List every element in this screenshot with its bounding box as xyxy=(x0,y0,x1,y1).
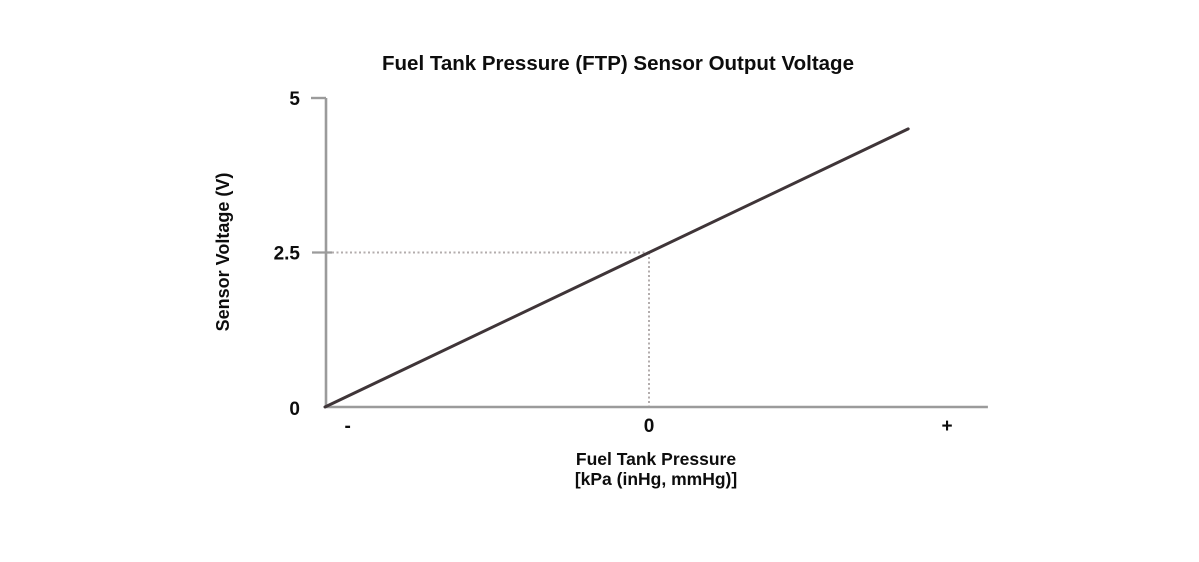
x-tick-label-zero: 0 xyxy=(644,416,655,437)
x-tick-label-plus: + xyxy=(942,416,953,437)
x-tick-labels: - 0 + xyxy=(345,416,953,437)
x-axis-title-line2: [kPa (inHg, mmHg)] xyxy=(575,469,737,489)
y-tick-label-0: 0 xyxy=(289,399,300,420)
y-tick-labels: 5 2.5 0 xyxy=(274,89,301,420)
sensor-output-line xyxy=(323,127,910,409)
y-tick-label-2-5: 2.5 xyxy=(274,244,301,265)
x-axis-title-line1: Fuel Tank Pressure xyxy=(576,449,736,469)
chart-title: Fuel Tank Pressure (FTP) Sensor Output V… xyxy=(382,52,854,75)
y-axis-title: Sensor Voltage (V) xyxy=(213,173,233,332)
y-tick-label-5: 5 xyxy=(289,89,300,110)
x-tick-label-minus: - xyxy=(345,416,351,437)
